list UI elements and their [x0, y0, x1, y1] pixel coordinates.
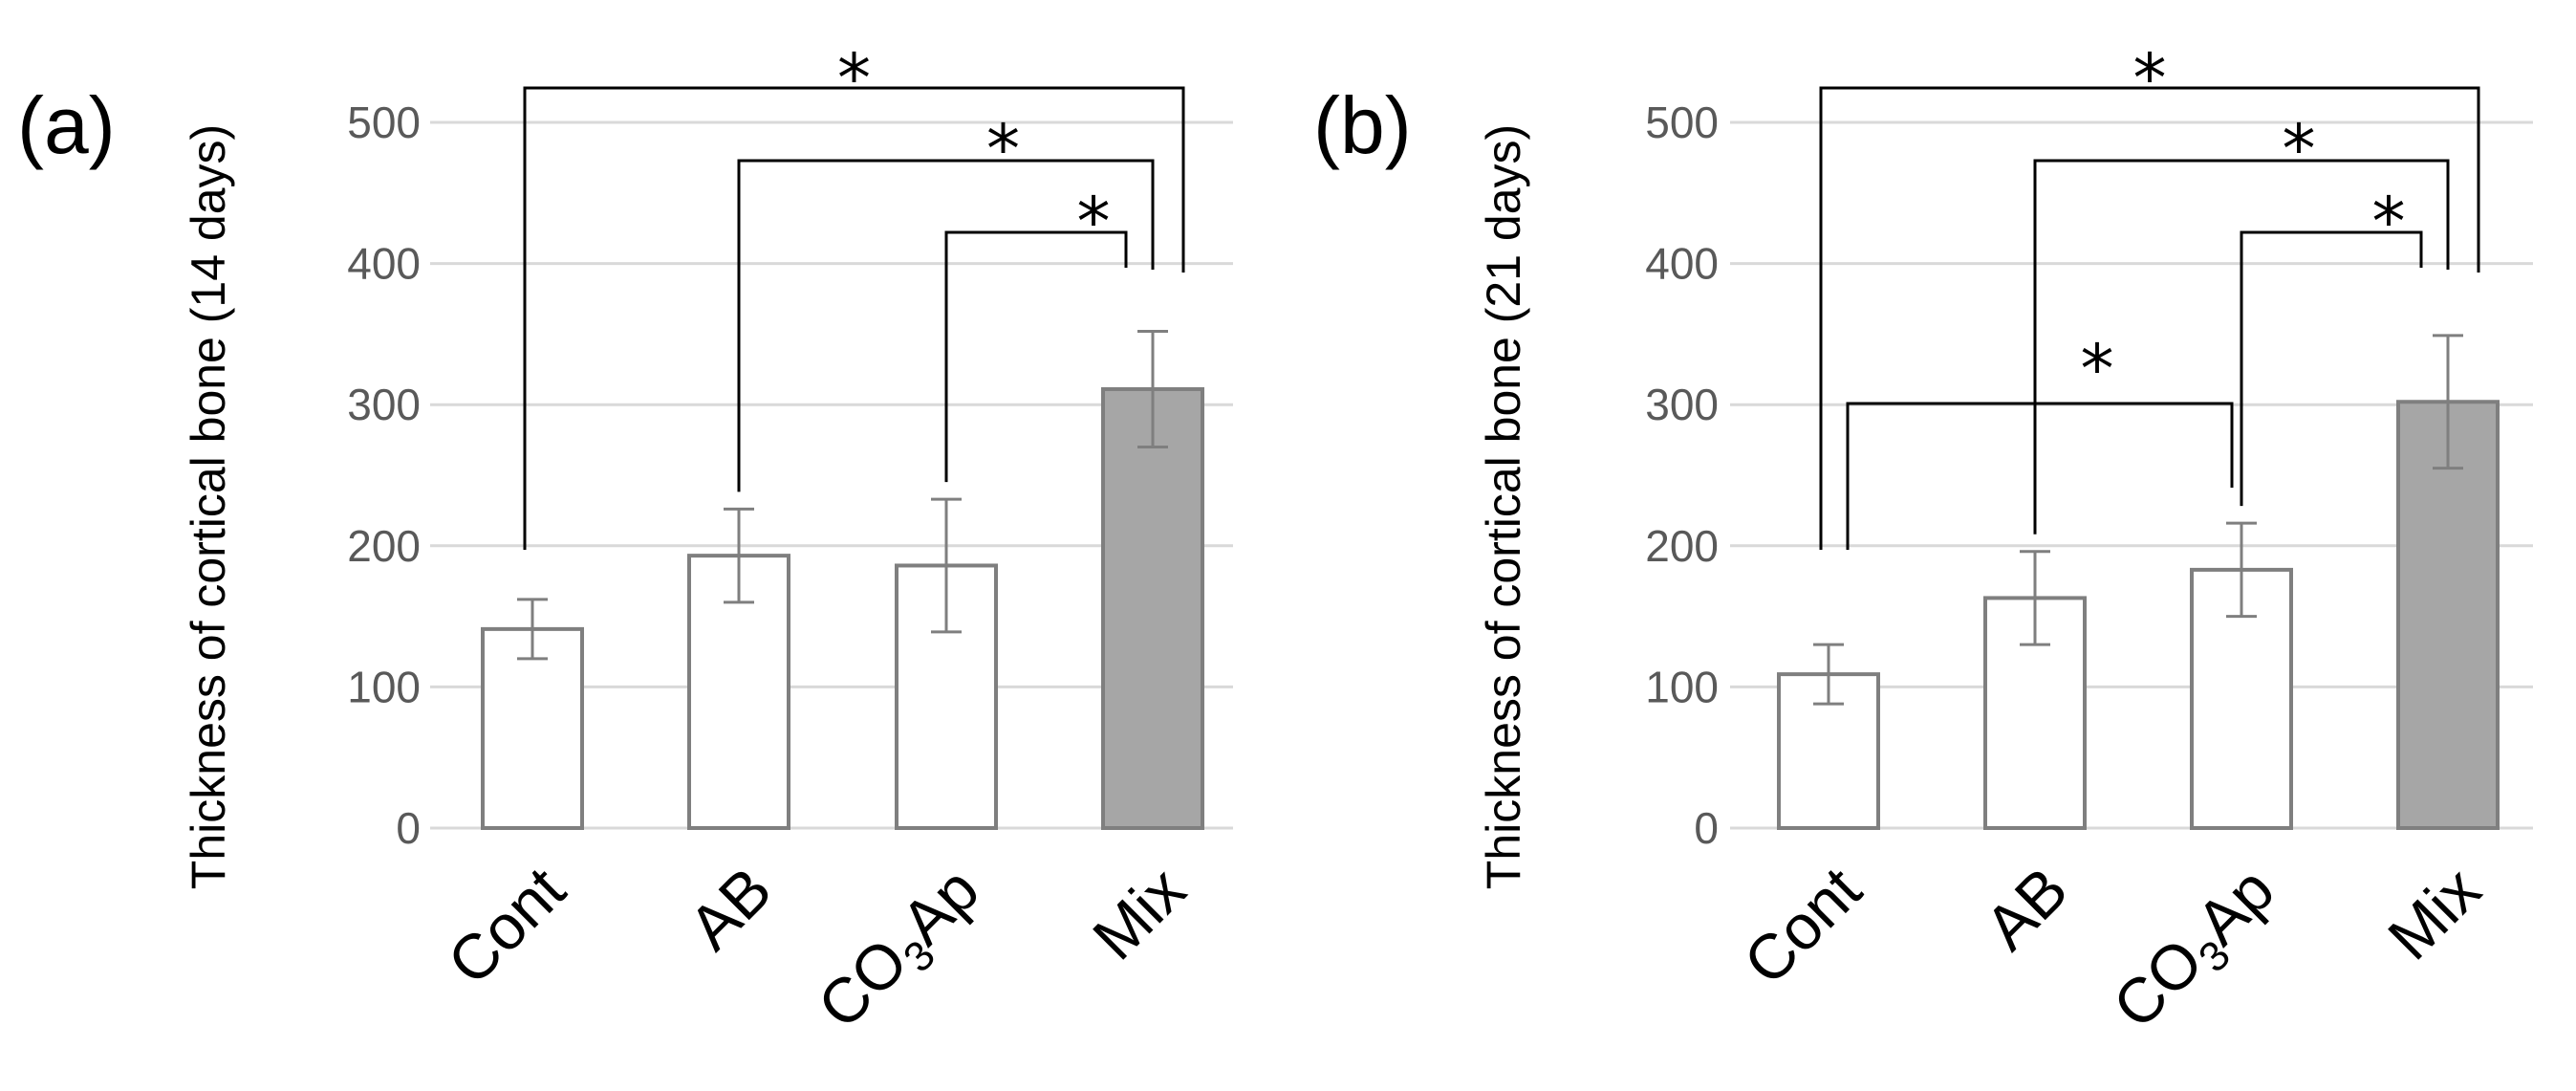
significance-bracket: [1819, 86, 2480, 550]
significance-star: *: [986, 110, 1020, 188]
significance-star: *: [2372, 183, 2406, 261]
y-tick-label: 500: [1645, 98, 1719, 147]
category-label: Mix: [2374, 854, 2494, 973]
significance-bracket: [1846, 402, 2234, 550]
y-tick-label: 0: [396, 803, 421, 853]
category-label: Cont: [1730, 854, 1874, 998]
significance-bracket: [2033, 159, 2450, 535]
category-label: Cont: [434, 854, 578, 998]
significance-star: *: [1077, 183, 1111, 261]
significance-bracket: [523, 86, 1185, 550]
category-label: AB: [675, 854, 785, 964]
y-tick-label: 100: [347, 662, 421, 711]
significance-bracket: [2240, 230, 2423, 507]
y-tick-label: 0: [1694, 803, 1719, 853]
y-tick-label: 500: [347, 98, 421, 147]
category-label: Mix: [1079, 854, 1199, 973]
y-axis-label: Thickness of cortical bone (21 days): [1477, 124, 1530, 889]
panel-label: (a): [17, 80, 116, 170]
category-label: CO3Ap: [804, 854, 999, 1049]
bar: [1101, 386, 1204, 830]
significance-bracket: [944, 230, 1128, 483]
y-tick-label: 300: [347, 380, 421, 429]
panel-a: 0 100 200 300 400 500 Thickness of cortical bo…: [17, 39, 1233, 1049]
panel-label: (b): [1313, 80, 1412, 170]
y-tick-label: 400: [347, 239, 421, 289]
y-tick-label: 100: [1645, 662, 1719, 711]
significance-star: *: [2283, 110, 2316, 188]
category-label: CO3Ap: [2099, 854, 2294, 1049]
y-tick-label: 300: [1645, 380, 1719, 429]
significance-star: *: [2081, 330, 2114, 408]
y-tick-label: 200: [347, 521, 421, 571]
panel-b: 0 100 200 300 400 500 Thickness of cortical bo…: [1313, 39, 2533, 1049]
y-tick-label: 200: [1645, 521, 1719, 571]
significance-bracket: [737, 159, 1155, 492]
y-tick-label: 400: [1645, 239, 1719, 289]
bar: [2396, 400, 2500, 830]
significance-star: *: [837, 39, 871, 118]
category-label: AB: [1971, 854, 2081, 964]
significance-star: *: [2133, 39, 2167, 118]
y-axis-label: Thickness of cortical bone (14 days): [182, 124, 235, 889]
